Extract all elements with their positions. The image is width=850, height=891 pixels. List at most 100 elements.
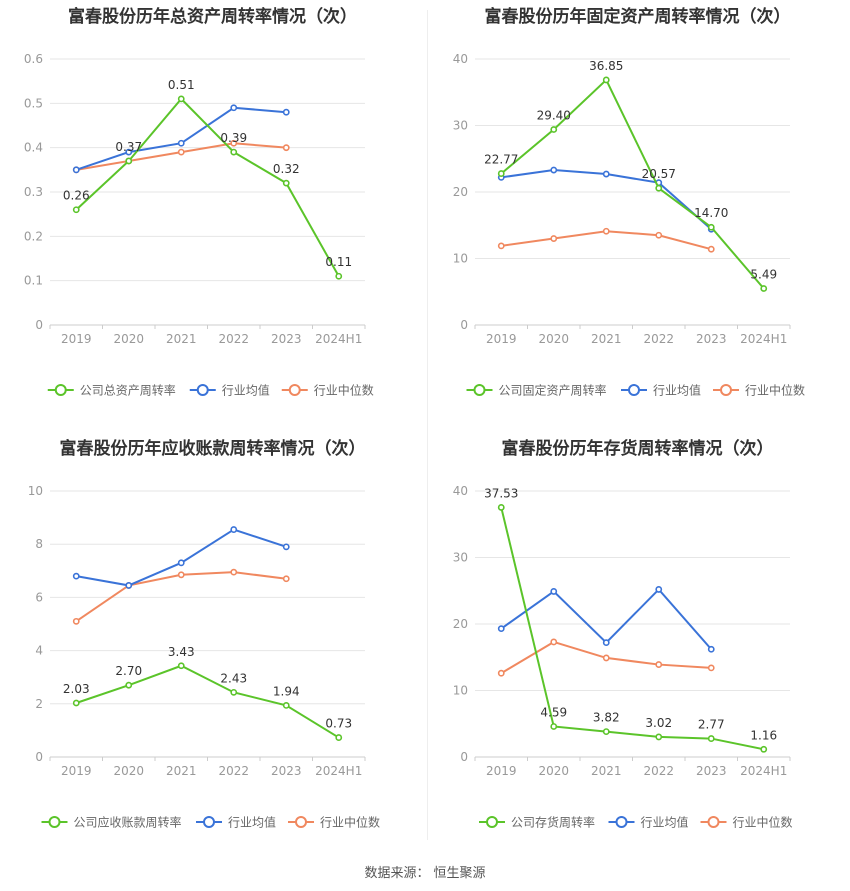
legend-marker bbox=[295, 816, 307, 828]
legend-label: 行业均值 bbox=[228, 815, 276, 830]
x-tick-label: 2023 bbox=[696, 332, 727, 346]
y-tick-label: 6 bbox=[35, 590, 43, 604]
legend-label: 行业中位数 bbox=[745, 383, 805, 398]
data-point bbox=[707, 245, 715, 253]
x-tick-label: 2021 bbox=[166, 332, 197, 346]
data-point bbox=[497, 504, 505, 511]
x-tick-label: 2020 bbox=[538, 332, 569, 346]
data-point bbox=[707, 645, 715, 653]
series-line bbox=[75, 571, 287, 623]
data-label: 2.43 bbox=[220, 671, 247, 685]
data-point bbox=[335, 734, 343, 741]
data-point bbox=[282, 701, 290, 709]
legend-label: 行业均值 bbox=[641, 815, 689, 830]
data-point bbox=[550, 638, 558, 646]
series-line bbox=[500, 78, 765, 290]
legend-item: 行业均值 bbox=[189, 383, 270, 398]
x-tick-label: 2020 bbox=[113, 764, 144, 778]
x-tick-label: 2019 bbox=[486, 764, 517, 778]
y-tick-label: 30 bbox=[453, 119, 468, 133]
data-point bbox=[230, 688, 238, 696]
legend-item: 公司存货周转率 bbox=[479, 815, 595, 830]
series-line bbox=[75, 664, 340, 739]
data-label: 14.70 bbox=[694, 206, 728, 220]
data-label: 2.70 bbox=[115, 664, 142, 678]
series-line bbox=[75, 97, 340, 277]
series-line bbox=[501, 169, 712, 230]
y-tick-label: 40 bbox=[453, 52, 468, 66]
data-point bbox=[177, 139, 185, 147]
data-point bbox=[230, 526, 238, 533]
x-tick-label: 2019 bbox=[61, 332, 92, 346]
panel-divider bbox=[427, 10, 428, 840]
legend-item: 公司固定资产周转率 bbox=[466, 383, 607, 398]
x-tick-label: 2019 bbox=[486, 332, 517, 346]
data-point bbox=[497, 669, 505, 677]
legend-label: 行业中位数 bbox=[733, 815, 793, 830]
legend-marker bbox=[196, 384, 209, 396]
legend-label: 行业中位数 bbox=[320, 815, 380, 830]
y-tick-label: 10 bbox=[28, 484, 43, 498]
y-tick-label: 0.4 bbox=[24, 141, 43, 155]
y-tick-label: 10 bbox=[453, 252, 468, 266]
data-point bbox=[550, 235, 558, 242]
data-point bbox=[602, 170, 610, 178]
data-label: 1.16 bbox=[750, 728, 777, 742]
data-point bbox=[125, 157, 133, 165]
x-tick-label: 2022 bbox=[643, 332, 674, 346]
data-point bbox=[602, 76, 610, 84]
data-point bbox=[602, 654, 610, 662]
data-label: 4.59 bbox=[540, 705, 567, 719]
data-point bbox=[72, 617, 80, 625]
data-point bbox=[707, 664, 715, 672]
chart-panel-receivables-turnover: 富春股份历年应收账款周转率情况（次） 0 2 4 6 8 10 2019 2020 2021 20… bbox=[0, 432, 425, 862]
data-label: 37.53 bbox=[484, 486, 518, 500]
data-point bbox=[72, 206, 80, 214]
y-tick-label: 10 bbox=[453, 684, 468, 698]
legend-item: 公司总资产周转率 bbox=[47, 383, 176, 398]
y-tick-label: 0.6 bbox=[24, 52, 43, 66]
data-point bbox=[72, 166, 80, 174]
legend-marker bbox=[628, 384, 640, 396]
data-label: 0.73 bbox=[325, 717, 352, 731]
legend-label: 公司总资产周转率 bbox=[80, 383, 176, 398]
x-tick-label: 2022 bbox=[218, 764, 249, 778]
data-point bbox=[707, 223, 715, 231]
data-label: 5.49 bbox=[750, 267, 777, 281]
legend-item: 行业均值 bbox=[621, 383, 701, 398]
legend-marker bbox=[720, 384, 732, 396]
x-tick-label: 2022 bbox=[643, 764, 674, 778]
data-point bbox=[655, 184, 663, 192]
legend-marker bbox=[288, 384, 301, 396]
chart-title: 富春股份历年固定资产周转率情况（次） bbox=[484, 7, 791, 27]
y-tick-label: 20 bbox=[453, 617, 468, 631]
x-tick-label: 2021 bbox=[591, 332, 622, 346]
data-point bbox=[177, 95, 185, 103]
data-point bbox=[230, 104, 238, 112]
data-source: 数据来源： 恒生聚源 bbox=[0, 862, 850, 881]
data-label: 3.02 bbox=[645, 716, 672, 730]
y-tick-label: 0.2 bbox=[24, 229, 43, 243]
x-tick-label: 2021 bbox=[166, 764, 197, 778]
data-label: 22.77 bbox=[484, 153, 518, 167]
data-label: 36.85 bbox=[589, 59, 623, 73]
data-label: 2.77 bbox=[698, 718, 725, 732]
x-tick-label: 2022 bbox=[218, 332, 249, 346]
legend-item: 行业中位数 bbox=[700, 815, 793, 830]
data-point bbox=[760, 285, 768, 292]
data-point bbox=[655, 231, 663, 239]
y-tick-label: 4 bbox=[35, 644, 43, 658]
legend-label: 公司固定资产周转率 bbox=[499, 383, 607, 398]
y-tick-label: 8 bbox=[35, 537, 43, 551]
data-label: 0.51 bbox=[168, 78, 195, 92]
y-tick-label: 0.1 bbox=[24, 274, 43, 288]
data-point bbox=[177, 148, 185, 156]
data-point bbox=[655, 733, 663, 741]
legend-item: 公司应收账款周转率 bbox=[41, 815, 182, 830]
data-point bbox=[602, 227, 610, 235]
data-point bbox=[72, 699, 80, 707]
legend-marker bbox=[486, 816, 498, 828]
data-point bbox=[550, 166, 558, 174]
y-tick-label: 20 bbox=[453, 185, 468, 199]
legend-marker bbox=[203, 816, 215, 828]
